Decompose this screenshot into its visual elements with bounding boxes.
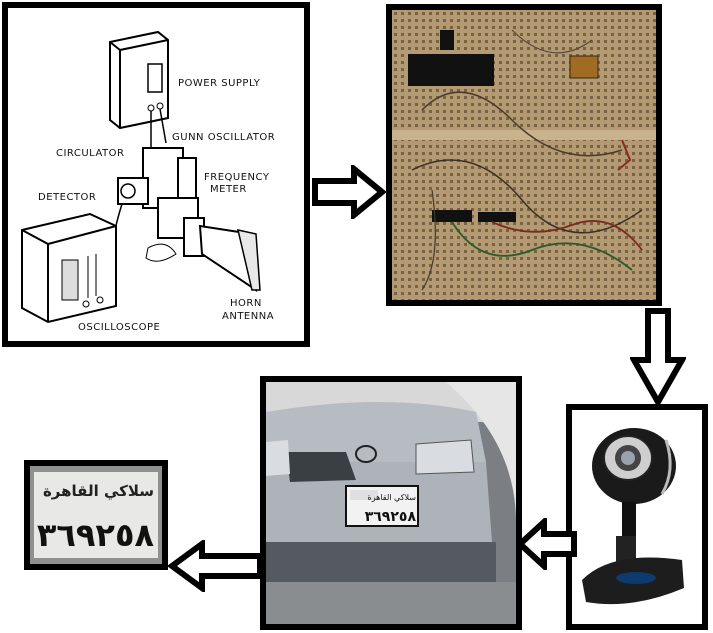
plate-crop-image: سلاكي القاهرة ٣٦٩٢٥٨: [30, 466, 162, 564]
car-plate-top-text: سلاكي القاهرة: [368, 493, 417, 502]
car-plate-number: ٣٦٩٢٥٨: [365, 509, 417, 525]
arrow-left-icon: [168, 540, 263, 592]
microwave-setup-drawing: POWER SUPPLY CIRCULATOR GUNN OSCILLATOR …: [21, 30, 275, 333]
car-photo: سلاكي القاهرة ٣٦٩٢٥٨: [266, 382, 516, 624]
microwave-setup-panel: POWER SUPPLY CIRCULATOR GUNN OSCILLATOR …: [2, 2, 310, 347]
arrow-down-icon: [630, 308, 686, 406]
plate-crop-top-text: سلاكي القاهرة: [43, 482, 154, 500]
label-antenna: ANTENNA: [222, 311, 274, 322]
label-horn: HORN: [230, 298, 262, 309]
plate-crop-number: ٣٦٩٢٥٨: [37, 516, 155, 554]
arrow-right-icon: [312, 165, 386, 219]
webcam-photo: [572, 410, 702, 624]
label-circulator: CIRCULATOR: [56, 148, 124, 159]
breadboard-photo: [392, 10, 656, 300]
label-power-supply: POWER SUPPLY: [178, 78, 261, 89]
label-oscilloscope: OSCILLOSCOPE: [78, 322, 160, 333]
label-detector: DETECTOR: [38, 192, 96, 203]
label-frequency: FREQUENCY: [204, 172, 270, 183]
plate-crop-panel: سلاكي القاهرة ٣٦٩٢٥٨: [24, 460, 168, 570]
breadboard-panel: [386, 4, 662, 306]
label-gunn-oscillator: GUNN OSCILLATOR: [172, 132, 275, 143]
label-meter: METER: [210, 184, 247, 195]
car-panel: سلاكي القاهرة ٣٦٩٢٥٨: [260, 376, 522, 630]
webcam-panel: [566, 404, 708, 630]
arrow-left-icon: [516, 518, 577, 570]
